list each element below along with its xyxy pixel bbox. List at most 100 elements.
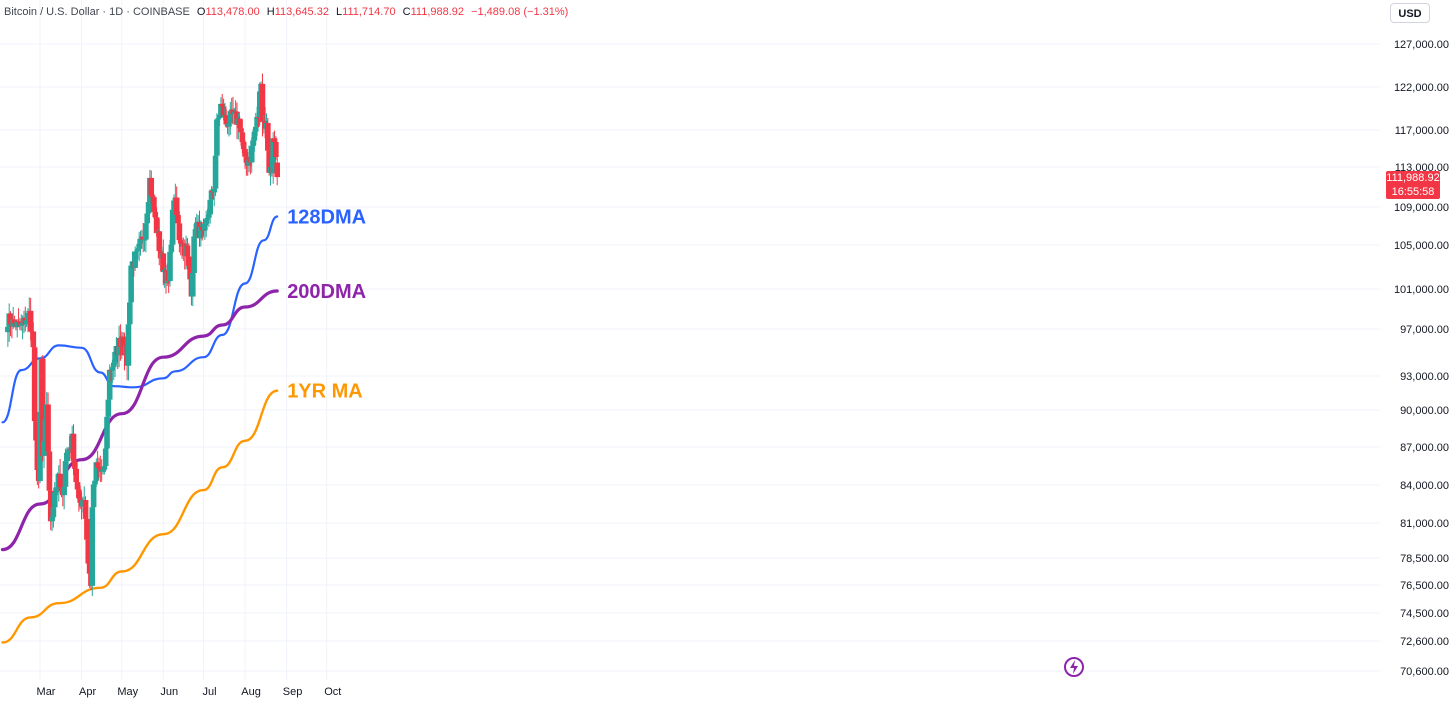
candle-body (273, 141, 279, 157)
price-tick-label: 72,600.00 (1400, 636, 1449, 648)
candle-down (97, 455, 104, 483)
replay-icon[interactable] (1062, 655, 1086, 679)
candle-body (177, 240, 184, 244)
time-tick-label: Oct (324, 686, 341, 698)
candle-body (72, 461, 78, 469)
candle-body (251, 131, 258, 141)
candle-up (137, 230, 144, 256)
candle-body (41, 441, 47, 456)
candle-body (93, 462, 100, 481)
candle-body (160, 253, 167, 273)
time-tick-label: May (117, 686, 138, 698)
close-value: 111,988.92 (410, 6, 465, 18)
candle-body (216, 114, 223, 119)
currency-button[interactable]: USD (1390, 3, 1430, 23)
candle-body (234, 111, 240, 125)
last-price-value: 111,988.92 (1386, 172, 1440, 184)
ma-label: 200DMA (287, 281, 366, 303)
candle-down (94, 450, 101, 482)
candle-body (47, 490, 54, 522)
candles-layer (5, 73, 280, 597)
price-tick-label: 84,000.00 (1400, 480, 1449, 492)
candle-body (176, 223, 183, 241)
candle-down (96, 457, 102, 478)
grid-layer (0, 0, 1380, 680)
candle-body (85, 539, 92, 564)
ma-label: 1YR MA (287, 381, 363, 403)
candle-up (214, 113, 220, 163)
high-label: H (266, 6, 275, 18)
price-tick-label: 76,500.00 (1400, 580, 1449, 592)
candle-body (89, 507, 96, 586)
candle-body (238, 128, 244, 133)
candle-down (274, 155, 280, 186)
candle-body (254, 116, 260, 127)
candle-body (7, 313, 14, 325)
candle-body (104, 416, 110, 449)
candle-body (248, 146, 255, 163)
price-tick-label: 87,000.00 (1400, 442, 1449, 454)
candle-up (90, 482, 97, 520)
candle-up (106, 364, 113, 414)
candle-body (215, 118, 222, 120)
price-tick-label: 105,000.00 (1394, 240, 1449, 252)
candle-body (18, 324, 25, 326)
price-tick-label: 70,600.00 (1400, 666, 1449, 678)
candle-body (220, 106, 227, 118)
ma-label: 128DMA (287, 207, 366, 229)
candle-body (76, 489, 82, 499)
candle-body (200, 229, 207, 231)
candle-up (128, 262, 134, 310)
candle-up (227, 101, 234, 135)
candle-body (64, 452, 70, 462)
candle-body (61, 486, 67, 496)
candle-body (15, 321, 22, 323)
low-value: 111,714.70 (342, 6, 396, 18)
candle-body (51, 492, 58, 508)
candle-body (271, 138, 278, 142)
moving-average-labels: 128DMA 200DMA 1YR MA (287, 207, 366, 403)
candle-body (65, 450, 71, 453)
candle-body (143, 223, 149, 240)
low-label: L (336, 6, 343, 18)
candle-body (127, 302, 133, 325)
ma-128-line (1, 215, 279, 424)
candle-body (149, 195, 156, 198)
candle-body (101, 466, 108, 470)
candle-body (132, 251, 138, 268)
candle-body (62, 461, 69, 487)
price-tick-label: 122,000.00 (1394, 82, 1449, 94)
price-tick-label: 90,000.00 (1400, 405, 1449, 417)
open-label: O (196, 6, 206, 18)
candle-body (274, 162, 280, 178)
candle-up (89, 503, 96, 597)
candle-body (112, 351, 118, 363)
price-tick-label: 81,000.00 (1400, 518, 1449, 530)
time-axis-labels: Mar Apr May Jun Jul Aug Sep Oct (37, 686, 342, 698)
candle-body (246, 159, 252, 166)
candle-body (250, 140, 256, 147)
candle-body (141, 239, 148, 241)
candle-body (135, 248, 141, 251)
open-value: 113,478.00 (205, 6, 260, 18)
candle-down (273, 136, 279, 160)
candle-body (211, 188, 218, 193)
candle-body (30, 331, 37, 348)
candle-body (120, 336, 126, 348)
candle-up (104, 411, 110, 459)
candle-body (173, 197, 180, 215)
candle-body (242, 148, 248, 157)
candle-body (151, 197, 157, 212)
candle-body (189, 272, 196, 297)
candle-body (50, 507, 57, 517)
candle-body (265, 122, 271, 151)
price-tick-label: 93,000.00 (1400, 371, 1449, 383)
candle-down (185, 243, 192, 269)
time-tick-label: Sep (283, 686, 303, 698)
candle-body (148, 177, 155, 196)
candle-body (39, 358, 46, 456)
candle-body (100, 469, 106, 472)
candle-body (54, 487, 61, 489)
